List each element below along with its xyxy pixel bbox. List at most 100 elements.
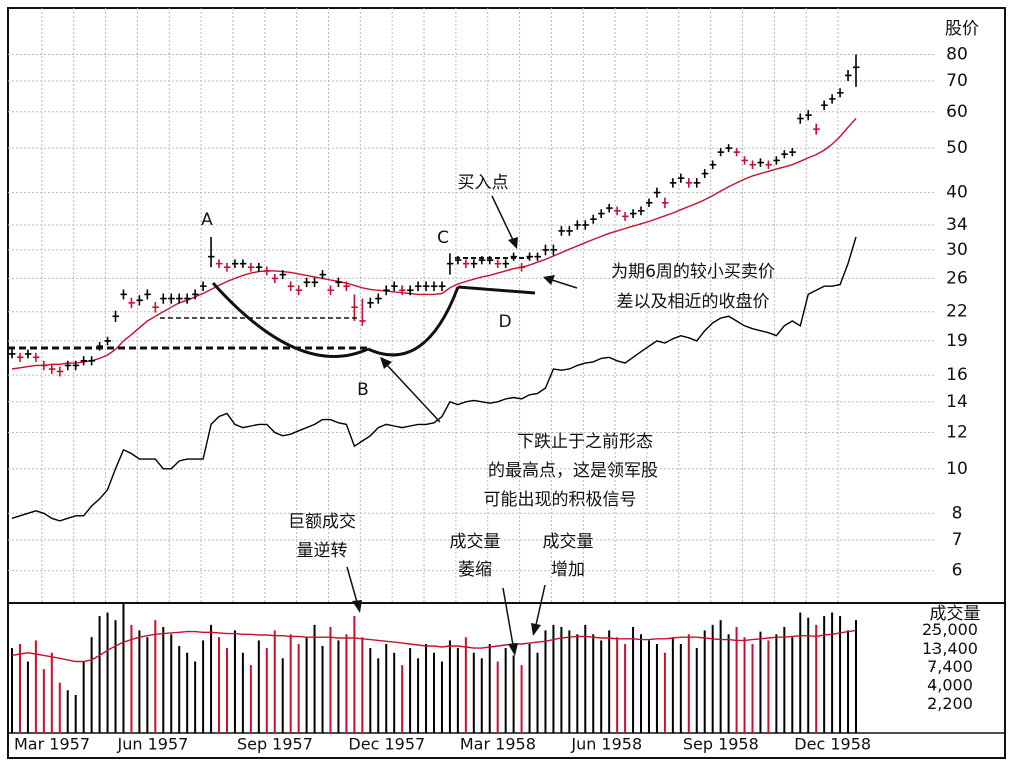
y-tick-label: 12 (946, 422, 968, 442)
volume-bar (767, 640, 770, 733)
volume-bar (337, 640, 340, 733)
y-tick-label: 26 (946, 268, 968, 288)
volume-bar (807, 617, 810, 733)
volume-bar (114, 620, 117, 733)
volume-bar (528, 643, 531, 733)
volume-bar (34, 640, 37, 733)
annotation: 萎缩 (458, 560, 492, 580)
volume-bar (154, 620, 157, 733)
volume-bar (138, 630, 141, 733)
x-tick-label: Dec 1958 (794, 735, 871, 754)
annotations: A B C D 买入点 为期6周的较小买卖价 差以及相近的收盘价 下跌止于之前形… (201, 19, 980, 624)
x-tick-label: Sep 1958 (683, 735, 759, 754)
volume-bar (26, 661, 29, 733)
volume-bar (584, 624, 587, 733)
volume-bar (847, 630, 850, 733)
volume-bar (130, 624, 133, 733)
volume-bar (58, 682, 61, 733)
volume-bar (170, 634, 173, 733)
y-tick-label: 22 (946, 302, 968, 322)
volume-bar (425, 643, 428, 733)
volume-bar (671, 637, 674, 733)
y-tick-label: 60 (946, 102, 968, 122)
volume-bar (409, 648, 412, 733)
volume-bar (679, 643, 682, 733)
y-tick-label: 19 (946, 331, 968, 351)
volume-bar (568, 630, 571, 733)
arrowhead (543, 275, 555, 285)
volume-bar (377, 658, 380, 733)
annotation: 买入点 (458, 173, 509, 193)
x-tick-label: Jun 1957 (117, 735, 189, 754)
y-tick-label: 25,000 (922, 620, 978, 639)
y-tick-label: 30 (946, 240, 968, 260)
volume-bar (146, 637, 149, 733)
volume-bar (233, 630, 236, 733)
y-tick-label: 7 (952, 530, 963, 550)
label-b: B (357, 380, 369, 400)
y-tick-label: 7,400 (927, 657, 973, 676)
volume-bar (82, 661, 85, 733)
volume-bar (799, 612, 802, 733)
y-tick-label: 14 (946, 392, 968, 412)
volume-bar (289, 634, 292, 733)
y-axis-label: 成交量 (930, 604, 981, 624)
volume-bar (711, 624, 714, 733)
arrowhead (352, 600, 362, 613)
x-tick-label: Mar 1957 (14, 735, 90, 754)
volume-bar (393, 652, 396, 733)
curve (211, 281, 369, 358)
arrow (551, 279, 578, 289)
volume-bar (417, 658, 420, 733)
volume-bar (90, 637, 93, 733)
arrow (346, 566, 358, 603)
volume-bar (839, 616, 842, 733)
y-tick-label: 8 (952, 503, 963, 523)
annotation: 成交量 (450, 532, 501, 552)
volume-bar (98, 616, 101, 733)
volume-bar (464, 637, 467, 733)
y-tick-label: 80 (946, 44, 968, 64)
line (11, 236, 857, 522)
volume-bar (433, 652, 435, 733)
volume-bar (66, 690, 69, 733)
volume-bar (218, 637, 221, 733)
x-tick-label: Sep 1957 (237, 735, 313, 754)
volume-bar (401, 665, 404, 733)
volume-bar (178, 645, 181, 733)
volume-bar (42, 669, 45, 733)
volume-bar (512, 655, 515, 733)
volume-bar (775, 634, 778, 733)
volume-bar (735, 626, 738, 733)
volume-bar (608, 630, 611, 733)
volume-bar (687, 634, 690, 733)
volume-bar (815, 624, 818, 733)
volume-bar (345, 634, 348, 733)
volume-bar (480, 658, 483, 733)
arrowheads (352, 237, 555, 656)
volume-bar (329, 626, 332, 733)
label-c: C (437, 228, 449, 248)
volume-bar (313, 624, 316, 733)
volume-bar (831, 612, 834, 733)
volume-bar (456, 648, 459, 733)
volume-bar (640, 634, 643, 733)
volume-bar (448, 640, 451, 733)
curve (457, 285, 536, 295)
label-d: D (498, 312, 511, 332)
volume-bar (385, 643, 388, 733)
curve (367, 286, 460, 357)
volume-bar (719, 620, 722, 733)
volume-bar (74, 694, 77, 733)
volume-bar (743, 637, 746, 733)
volume-bar (202, 640, 205, 733)
arrowhead (508, 237, 518, 249)
volume-bar (265, 648, 268, 733)
y-tick-label: 16 (946, 365, 968, 385)
volume-bar (576, 634, 579, 733)
volume-bar (305, 637, 308, 733)
line (11, 118, 857, 370)
volume-bar (361, 637, 364, 733)
label-a: A (201, 210, 213, 230)
x-tick-label: Dec 1957 (348, 735, 425, 754)
